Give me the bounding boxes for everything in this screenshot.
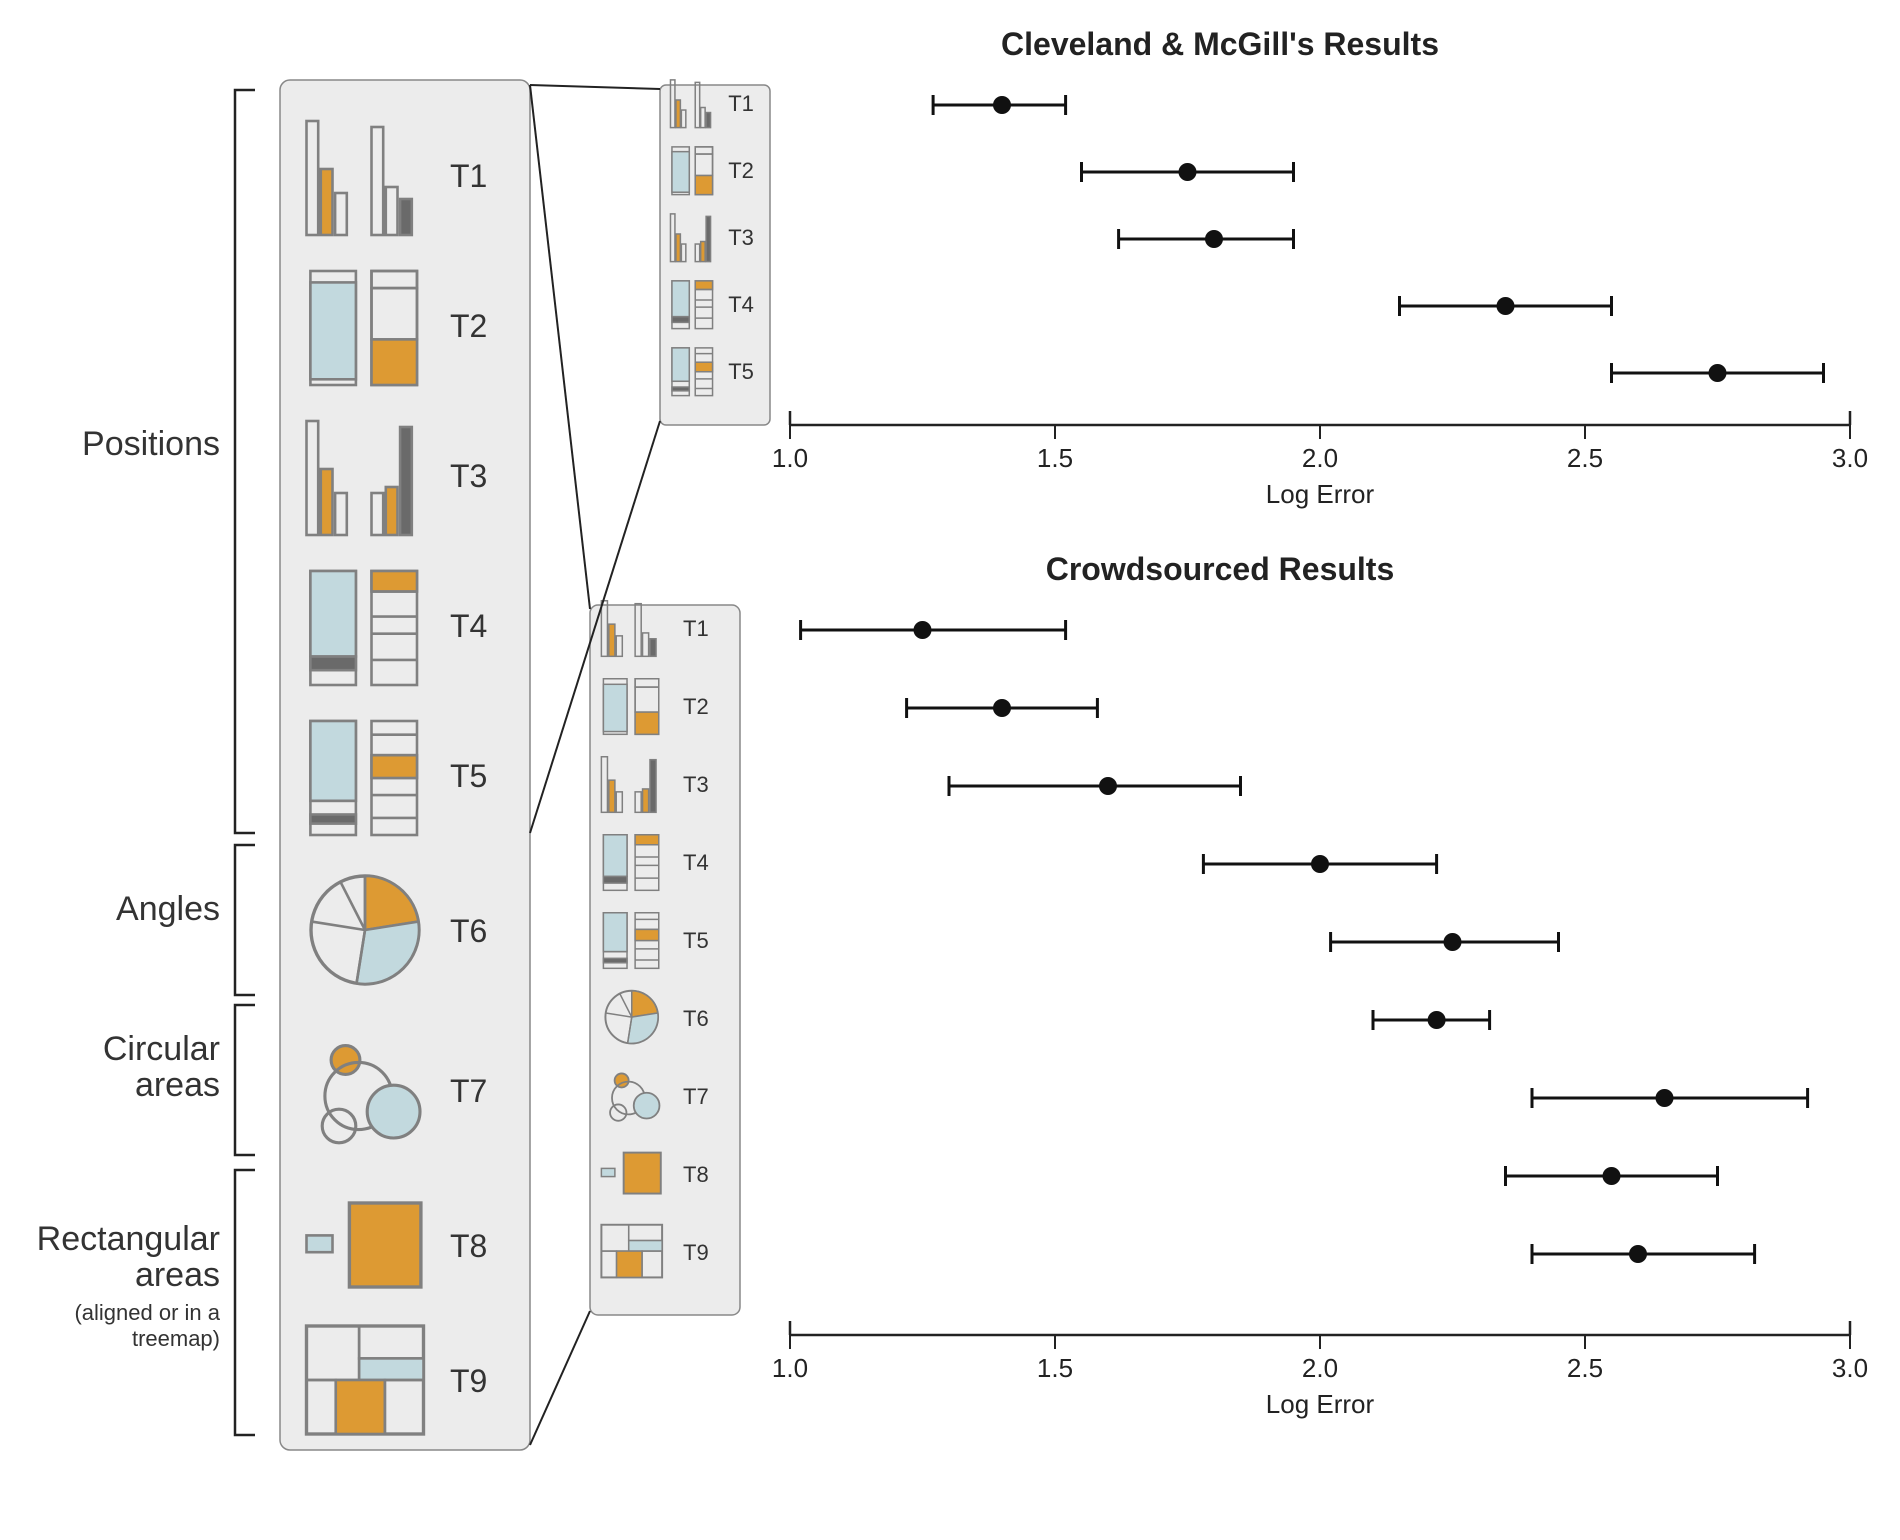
legend-task-label-T8: T8 (450, 1228, 487, 1264)
legend-task-label-T2: T2 (450, 308, 487, 344)
top-mean-T4 (1497, 297, 1515, 315)
top-mean-T5 (1709, 364, 1727, 382)
legend-task-label-T5: T5 (450, 758, 487, 794)
bottom-row-label-T1: T1 (683, 616, 709, 641)
connector-bottom-lower (530, 1311, 590, 1445)
bottom-row-label-T8: T8 (683, 1162, 709, 1187)
category-label-3: Rectangular (37, 1220, 220, 1258)
figure-root: T1 T2 T3 T4 T5 T6 T7 T8 T9 Positions Angles Circula… (0, 0, 1900, 1540)
top-row-label-T4: T4 (728, 292, 754, 317)
top-row-label-T1: T1 (728, 91, 754, 116)
bottom-tick-3: 3.0 (1832, 1353, 1868, 1383)
legend-task-label-T1: T1 (450, 158, 487, 194)
bottom-mean-T1 (914, 621, 932, 639)
bottom-axis-label: Log Error (1266, 1389, 1375, 1419)
bottom-row-label-T3: T3 (683, 772, 709, 797)
legend-task-label-T3: T3 (450, 458, 487, 494)
bottom-mean-T3 (1099, 777, 1117, 795)
svg-text:(aligned or in a: (aligned or in a (74, 1300, 220, 1325)
top-mean-T2 (1179, 163, 1197, 181)
bottom-row-label-T7: T7 (683, 1084, 709, 1109)
top-row-label-T3: T3 (728, 225, 754, 250)
connector-bottom-upper (530, 85, 590, 609)
bottom-row-label-T5: T5 (683, 928, 709, 953)
category-label-1: Angles (116, 890, 220, 928)
category-label-2: Circular (103, 1030, 220, 1068)
bottom-row-label-T6: T6 (683, 1006, 709, 1031)
category-label-0: Positions (82, 425, 220, 463)
bottom-mean-T4 (1311, 855, 1329, 873)
bottom-tick-2: 2.0 (1302, 1353, 1338, 1383)
bottom-tick-1.5: 1.5 (1037, 1353, 1073, 1383)
category-bracket-2 (235, 1005, 255, 1155)
top-tick-2: 2.0 (1302, 443, 1338, 473)
top-mean-T1 (993, 96, 1011, 114)
bottom-mean-T7 (1656, 1089, 1674, 1107)
svg-text:areas: areas (135, 1256, 220, 1294)
bottom-tick-1: 1.0 (772, 1353, 808, 1383)
category-bracket-3 (235, 1170, 255, 1435)
bottom-tick-2.5: 2.5 (1567, 1353, 1603, 1383)
top-tick-3: 3.0 (1832, 443, 1868, 473)
bottom-mean-T2 (993, 699, 1011, 717)
top-axis-label: Log Error (1266, 479, 1375, 509)
category-bracket-0 (235, 90, 255, 833)
bottom-row-label-T4: T4 (683, 850, 709, 875)
bottom-mean-T6 (1428, 1011, 1446, 1029)
legend-task-label-T7: T7 (450, 1073, 487, 1109)
svg-text:treemap): treemap) (132, 1326, 220, 1351)
legend-task-label-T4: T4 (450, 608, 487, 644)
legend-task-label-T6: T6 (450, 913, 487, 949)
legend-task-label-T9: T9 (450, 1363, 487, 1399)
top-row-label-T5: T5 (728, 359, 754, 384)
bottom-mean-T8 (1603, 1167, 1621, 1185)
bottom-mean-T9 (1629, 1245, 1647, 1263)
bottom-row-label-T9: T9 (683, 1240, 709, 1265)
bottom-title: Crowdsourced Results (1046, 551, 1395, 587)
connector-top-upper (530, 85, 660, 89)
svg-text:areas: areas (135, 1066, 220, 1104)
top-title: Cleveland & McGill's Results (1001, 26, 1439, 62)
top-tick-1.5: 1.5 (1037, 443, 1073, 473)
top-tick-2.5: 2.5 (1567, 443, 1603, 473)
bottom-row-label-T2: T2 (683, 694, 709, 719)
top-mean-T3 (1205, 230, 1223, 248)
top-row-label-T2: T2 (728, 158, 754, 183)
bottom-mean-T5 (1444, 933, 1462, 951)
category-bracket-1 (235, 845, 255, 995)
top-tick-1: 1.0 (772, 443, 808, 473)
